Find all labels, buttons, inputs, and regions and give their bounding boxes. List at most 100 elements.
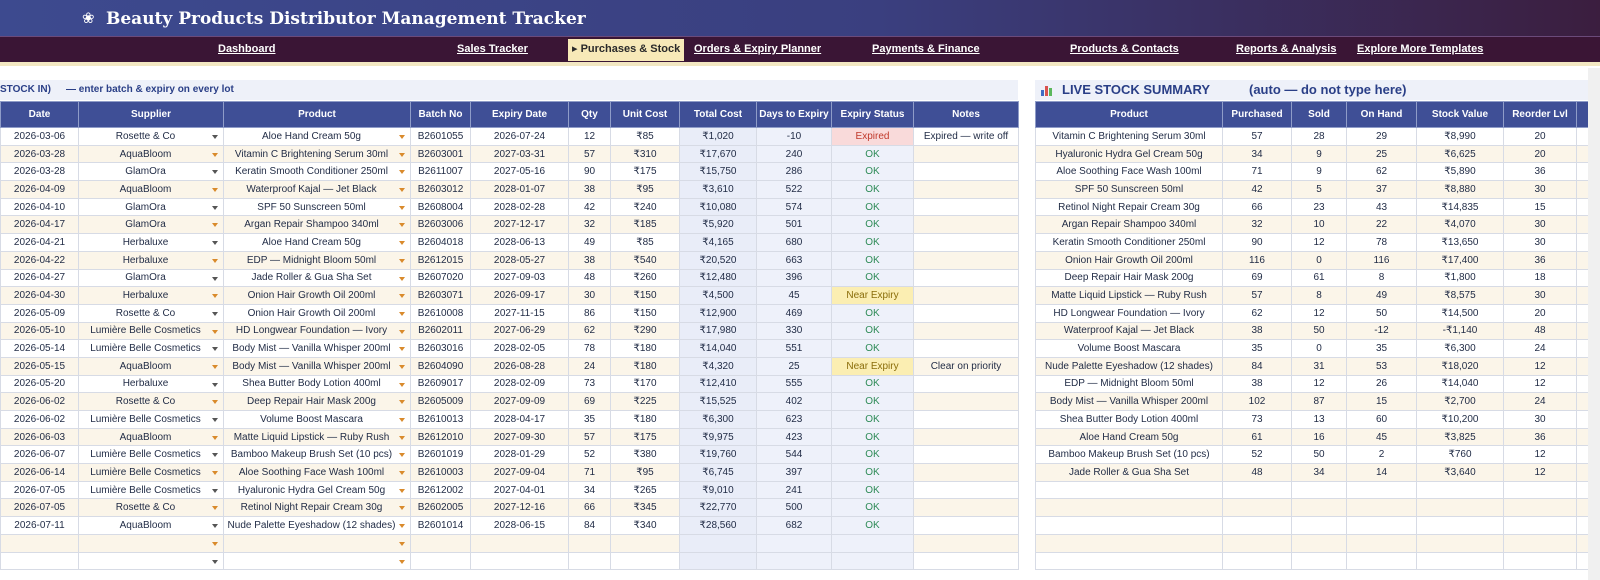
chevron-down-icon[interactable] (399, 471, 405, 476)
nav-explore-templates[interactable]: Explore More Templates (1357, 43, 1484, 55)
table-cell[interactable]: B2601019 (410, 445, 471, 465)
table-cell[interactable]: 2026-04-30 (0, 286, 79, 305)
table-cell[interactable]: 2027-05-16 (470, 162, 569, 182)
table-cell[interactable]: ₹290 (610, 321, 680, 341)
table-cell[interactable]: B2602005 (410, 498, 471, 518)
table-cell[interactable]: B2602011 (410, 321, 471, 341)
chevron-down-icon[interactable] (399, 311, 405, 316)
chevron-down-icon[interactable] (212, 152, 218, 157)
supplier-dropdown[interactable]: AquaBloom (78, 427, 224, 447)
table-cell[interactable]: 66 (568, 498, 611, 518)
product-dropdown[interactable]: SPF 50 Sunscreen 50ml (223, 197, 411, 217)
table-cell[interactable]: 35 (568, 410, 611, 429)
table-cell[interactable]: ₹175 (610, 162, 680, 182)
table-cell[interactable]: 2026-04-09 (0, 180, 79, 199)
chevron-down-icon[interactable] (212, 382, 218, 387)
chevron-down-icon[interactable] (399, 364, 405, 369)
chevron-down-icon[interactable] (212, 347, 218, 352)
product-dropdown[interactable]: Onion Hair Growth Oil 200ml (223, 303, 411, 323)
table-cell[interactable]: 2026-03-28 (0, 162, 79, 182)
table-cell[interactable] (610, 551, 680, 571)
table-cell[interactable]: B2603016 (410, 339, 471, 358)
table-cell[interactable]: 2027-12-17 (470, 215, 569, 235)
nav-sales-tracker[interactable]: Sales Tracker (457, 43, 528, 55)
supplier-dropdown[interactable]: GlamOra (78, 197, 224, 217)
table-cell[interactable]: ₹225 (610, 392, 680, 411)
table-cell[interactable]: Clear on priority (913, 356, 1019, 376)
table-cell[interactable]: 84 (568, 516, 611, 535)
table-cell[interactable]: 2027-09-30 (470, 427, 569, 447)
chevron-down-icon[interactable] (212, 329, 218, 334)
table-cell[interactable]: 2026-06-02 (0, 392, 79, 411)
product-dropdown[interactable]: Vitamin C Brightening Serum 30ml (223, 144, 411, 164)
table-cell[interactable]: 2027-12-16 (470, 498, 569, 518)
table-cell[interactable]: 2026-06-07 (0, 445, 79, 465)
product-dropdown[interactable]: Keratin Smooth Conditioner 250ml (223, 162, 411, 182)
product-dropdown[interactable]: Retinol Night Repair Cream 30g (223, 498, 411, 518)
table-cell[interactable]: 52 (568, 445, 611, 465)
table-cell[interactable]: 30 (568, 286, 611, 305)
table-cell[interactable]: 24 (568, 356, 611, 376)
table-cell[interactable]: 2026-04-22 (0, 250, 79, 270)
nav-orders-expiry-planner[interactable]: Orders & Expiry Planner (694, 43, 822, 55)
table-cell[interactable]: B2601014 (410, 516, 471, 535)
supplier-dropdown[interactable] (78, 551, 224, 571)
table-cell[interactable] (913, 303, 1019, 323)
table-cell[interactable]: 2028-04-17 (470, 410, 569, 429)
product-dropdown[interactable]: Argan Repair Shampoo 340ml (223, 215, 411, 235)
chevron-down-icon[interactable] (212, 559, 218, 564)
chevron-down-icon[interactable] (212, 135, 218, 139)
table-cell[interactable]: 2026-04-21 (0, 233, 79, 252)
supplier-dropdown[interactable]: Herbaluxe (78, 286, 224, 305)
table-cell[interactable]: ₹540 (610, 250, 680, 270)
nav-payments-finance[interactable]: Payments & Finance (872, 43, 980, 55)
table-cell[interactable]: 2027-03-31 (470, 144, 569, 164)
chevron-down-icon[interactable] (399, 488, 405, 493)
table-cell[interactable]: B2612015 (410, 250, 471, 270)
supplier-dropdown[interactable]: Herbaluxe (78, 233, 224, 252)
chevron-down-icon[interactable] (212, 524, 218, 529)
chevron-down-icon[interactable] (399, 347, 405, 352)
table-cell[interactable]: 34 (568, 480, 611, 500)
table-cell[interactable]: ₹170 (610, 374, 680, 394)
product-dropdown[interactable]: Volume Boost Mascara (223, 410, 411, 429)
product-dropdown[interactable]: EDP — Midnight Bloom 50ml (223, 250, 411, 270)
table-cell[interactable] (913, 162, 1019, 182)
table-cell[interactable]: B2612010 (410, 427, 471, 447)
table-cell[interactable]: B2610008 (410, 303, 471, 323)
table-cell[interactable]: ₹345 (610, 498, 680, 518)
product-dropdown[interactable]: Aloe Soothing Face Wash 100ml (223, 463, 411, 482)
product-dropdown[interactable]: Jade Roller & Gua Sha Set (223, 268, 411, 288)
table-cell[interactable]: 2028-01-07 (470, 180, 569, 199)
table-cell[interactable]: B2603006 (410, 215, 471, 235)
supplier-dropdown[interactable]: Herbaluxe (78, 374, 224, 394)
table-cell[interactable]: 2026-05-15 (0, 356, 79, 376)
table-cell[interactable]: 2026-06-14 (0, 463, 79, 482)
table-cell[interactable]: 2026-05-10 (0, 321, 79, 341)
nav-dashboard[interactable]: Dashboard (218, 43, 276, 55)
product-dropdown[interactable]: Aloe Hand Cream 50g (223, 127, 411, 146)
product-dropdown[interactable] (223, 551, 411, 571)
table-cell[interactable]: ₹265 (610, 480, 680, 500)
table-cell[interactable]: B2604018 (410, 233, 471, 252)
table-cell[interactable]: B2612002 (410, 480, 471, 500)
product-dropdown[interactable]: Deep Repair Hair Mask 200g (223, 392, 411, 411)
table-cell[interactable]: 2027-09-09 (470, 392, 569, 411)
supplier-dropdown[interactable]: Rosette & Co (78, 498, 224, 518)
table-cell[interactable]: 2026-06-02 (0, 410, 79, 429)
table-cell[interactable]: 62 (568, 321, 611, 341)
table-cell[interactable]: 2026-04-27 (0, 268, 79, 288)
product-dropdown[interactable]: Nude Palette Eyeshadow (12 shades) (223, 516, 411, 535)
chevron-down-icon[interactable] (399, 453, 405, 458)
table-cell[interactable]: 2028-06-15 (470, 516, 569, 535)
table-cell[interactable] (0, 551, 79, 571)
table-cell[interactable]: 2026-07-05 (0, 480, 79, 500)
table-cell[interactable]: 49 (568, 233, 611, 252)
table-cell[interactable]: B2607020 (410, 268, 471, 288)
chevron-down-icon[interactable] (212, 471, 218, 476)
supplier-dropdown[interactable]: AquaBloom (78, 180, 224, 199)
table-cell[interactable] (0, 533, 79, 553)
vertical-scrollbar[interactable] (1588, 68, 1600, 580)
table-cell[interactable] (913, 410, 1019, 429)
chevron-down-icon[interactable] (399, 559, 405, 564)
